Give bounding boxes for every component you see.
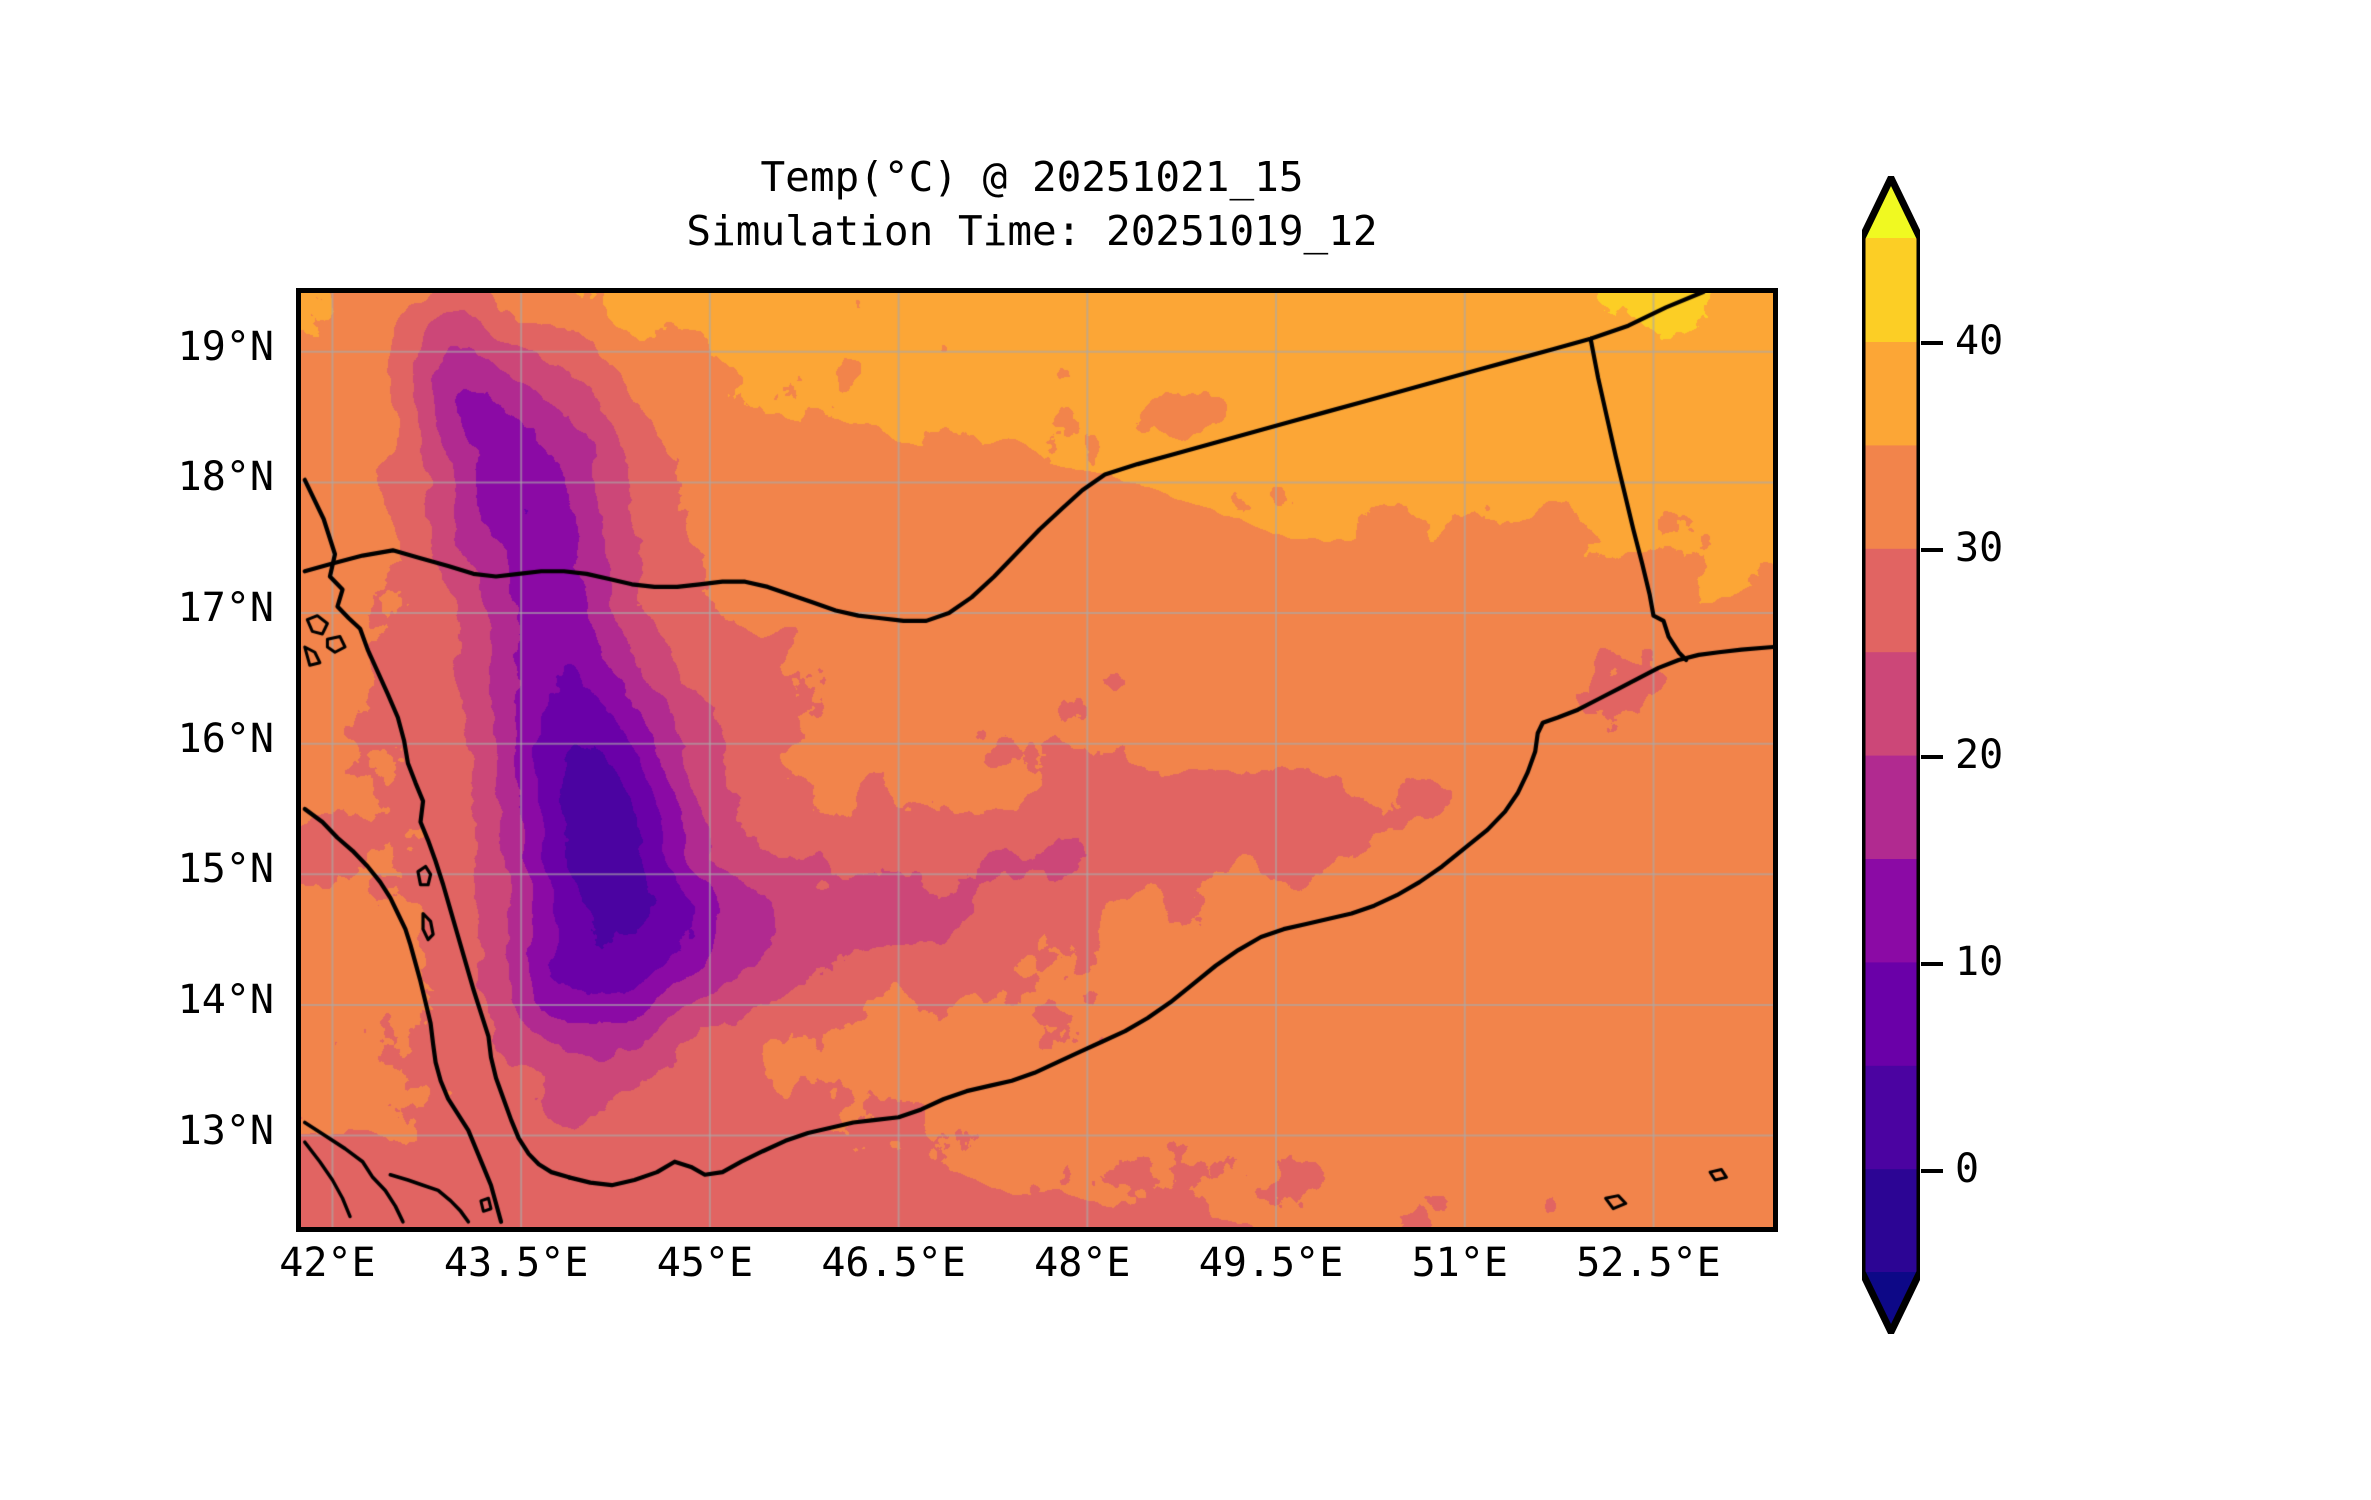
y-tick-label: 14°N bbox=[177, 976, 274, 1023]
y-tick-label: 13°N bbox=[177, 1107, 274, 1154]
plot-title: Temp(°C) @ 20251021_15 Simulation Time: … bbox=[296, 150, 1768, 258]
x-tick-label: 45°E bbox=[656, 1240, 754, 1286]
x-tick-label: 42°E bbox=[279, 1240, 376, 1286]
colorbar bbox=[1862, 176, 1920, 1334]
x-tick-label: 51°E bbox=[1411, 1240, 1508, 1286]
colorbar-tick-label: 20 bbox=[1955, 732, 2004, 778]
colorbar-tick-label: 10 bbox=[1955, 938, 2004, 985]
y-tick-label: 19°N bbox=[177, 323, 274, 370]
colorbar-gradient bbox=[1862, 176, 1920, 1334]
colorbar-tick-label: 0 bbox=[1955, 1145, 1980, 1192]
map-axes bbox=[296, 288, 1778, 1232]
x-tick-label: 48°E bbox=[1034, 1240, 1131, 1286]
colorbar-tick-mark bbox=[1921, 548, 1943, 553]
y-tick-label: 15°N bbox=[177, 846, 274, 893]
x-tick-label: 52.5°E bbox=[1576, 1240, 1721, 1286]
title-line-1: Temp(°C) @ 20251021_15 bbox=[760, 153, 1304, 201]
y-tick-label: 18°N bbox=[177, 454, 274, 501]
y-tick-label: 17°N bbox=[177, 585, 274, 632]
y-tick-label: 16°N bbox=[177, 715, 274, 762]
colorbar-tick-label: 40 bbox=[1955, 318, 2004, 365]
colorbar-tick-mark bbox=[1921, 1168, 1943, 1173]
x-tick-label: 46.5°E bbox=[821, 1240, 966, 1286]
temperature-contour-map bbox=[301, 293, 1773, 1227]
title-line-2: Simulation Time: 20251019_12 bbox=[686, 207, 1378, 256]
colorbar-tick-mark bbox=[1921, 755, 1943, 759]
x-tick-label: 43.5°E bbox=[443, 1240, 589, 1286]
colorbar-tick-mark bbox=[1921, 341, 1943, 346]
colorbar-tick-label: 30 bbox=[1955, 525, 2004, 572]
colorbar-tick-mark bbox=[1921, 961, 1943, 966]
x-tick-label: 49.5°E bbox=[1198, 1240, 1344, 1286]
